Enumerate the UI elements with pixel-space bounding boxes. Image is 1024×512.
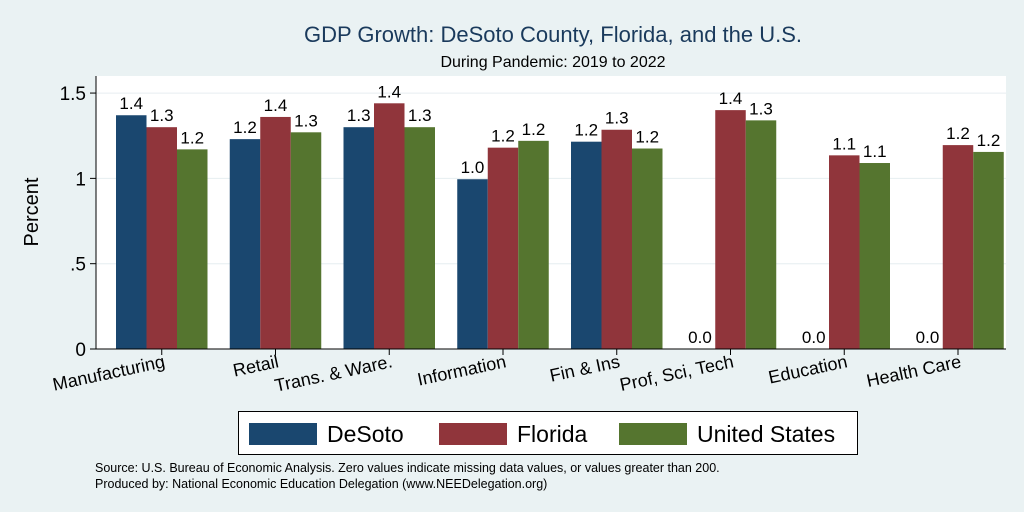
x-tick-label: Education: [767, 351, 849, 387]
bar: [942, 145, 974, 349]
bar-value-label: 1.2: [180, 128, 204, 147]
bar-value-label: 1.1: [832, 134, 856, 153]
y-ticks-group: 0 .5 1 1.5: [60, 84, 96, 361]
y-axis-label: Percent: [21, 177, 43, 246]
bar: [571, 141, 602, 349]
bar-value-label: 1.4: [264, 96, 288, 115]
bar-value-label: 1.1: [863, 142, 887, 161]
bar-value-label: 1.3: [150, 106, 174, 125]
legend-label-florida: Florida: [517, 420, 588, 447]
bar-value-label: 1.4: [719, 89, 743, 108]
bar-value-label: 1.0: [461, 158, 485, 177]
legend-item-desoto: DeSoto: [249, 419, 404, 449]
legend-label-desoto: DeSoto: [327, 420, 404, 447]
x-tick-label: Trans. & Ware.: [273, 351, 394, 395]
bar: [260, 116, 291, 349]
bar-value-label: 1.4: [119, 94, 143, 113]
bar-value-label: 0.0: [916, 328, 940, 347]
bar-value-label: 1.2: [522, 120, 546, 139]
bar-value-label: 0.0: [802, 328, 826, 347]
bar: [404, 127, 435, 349]
chart-title: GDP Growth: DeSoto County, Florida, and …: [304, 22, 802, 47]
bar: [859, 163, 890, 349]
y-tick-label: 1: [75, 169, 86, 190]
bar: [116, 115, 147, 350]
produced-note: Produced by: National Economic Education…: [95, 477, 548, 491]
bar-value-label: 1.3: [408, 106, 432, 125]
bar-value-label: 1.2: [946, 124, 970, 143]
bar: [290, 132, 322, 349]
bar: [374, 103, 405, 349]
x-tick-label: Health Care: [865, 351, 963, 391]
bar-value-label: 1.2: [635, 128, 659, 147]
x-tick-label: Manufacturing: [51, 351, 167, 394]
y-tick-label: .5: [70, 255, 86, 276]
bar-value-label: 0.0: [688, 328, 712, 347]
y-tick-label: 1.5: [60, 84, 86, 105]
bar: [229, 139, 261, 349]
bar: [745, 120, 777, 349]
x-tick-label: Prof, Sci, Tech: [618, 351, 735, 395]
bar-value-label: 1.2: [977, 131, 1001, 150]
bar: [177, 149, 208, 349]
legend-swatch-united-states: [619, 423, 687, 445]
source-note: Source: U.S. Bureau of Economic Analysis…: [95, 461, 720, 475]
bar-labels-group: 1.4 1.3 1.2 1.2 1.4 1.3 1.3 1.4 1.3 1.0 1.2 1.2 1.2 1…: [119, 82, 1000, 347]
bars-group: [116, 103, 1004, 350]
bar: [518, 140, 549, 349]
bar: [973, 151, 1004, 349]
legend-swatch-desoto: [249, 423, 317, 445]
bar: [601, 129, 632, 349]
bar-value-label: 1.2: [574, 121, 598, 140]
bar: [632, 148, 663, 349]
bar: [146, 127, 177, 349]
legend-label-united-states: United States: [697, 420, 836, 447]
bar: [829, 155, 860, 349]
bar: [487, 147, 519, 349]
bar-value-label: 1.2: [491, 127, 515, 146]
legend-item-united-states: United States: [619, 419, 835, 449]
bar-value-label: 1.3: [605, 109, 629, 128]
bar-value-label: 1.2: [233, 118, 257, 137]
x-tick-label: Information: [416, 351, 508, 389]
bar-value-label: 1.4: [377, 82, 401, 101]
bar: [343, 127, 374, 349]
bar-value-label: 1.3: [749, 99, 773, 118]
bar: [715, 110, 746, 349]
bar-value-label: 1.3: [347, 106, 371, 125]
legend-swatch-florida: [439, 423, 507, 445]
bar: [457, 179, 488, 349]
chart-subtitle: During Pandemic: 2019 to 2022: [440, 54, 665, 71]
bar-value-label: 1.3: [294, 111, 318, 130]
x-tick-label: Fin & Ins: [548, 351, 622, 385]
y-tick-label: 0: [75, 340, 86, 361]
legend-item-florida: Florida: [439, 419, 587, 449]
legend: DeSoto Florida United States: [238, 411, 858, 455]
